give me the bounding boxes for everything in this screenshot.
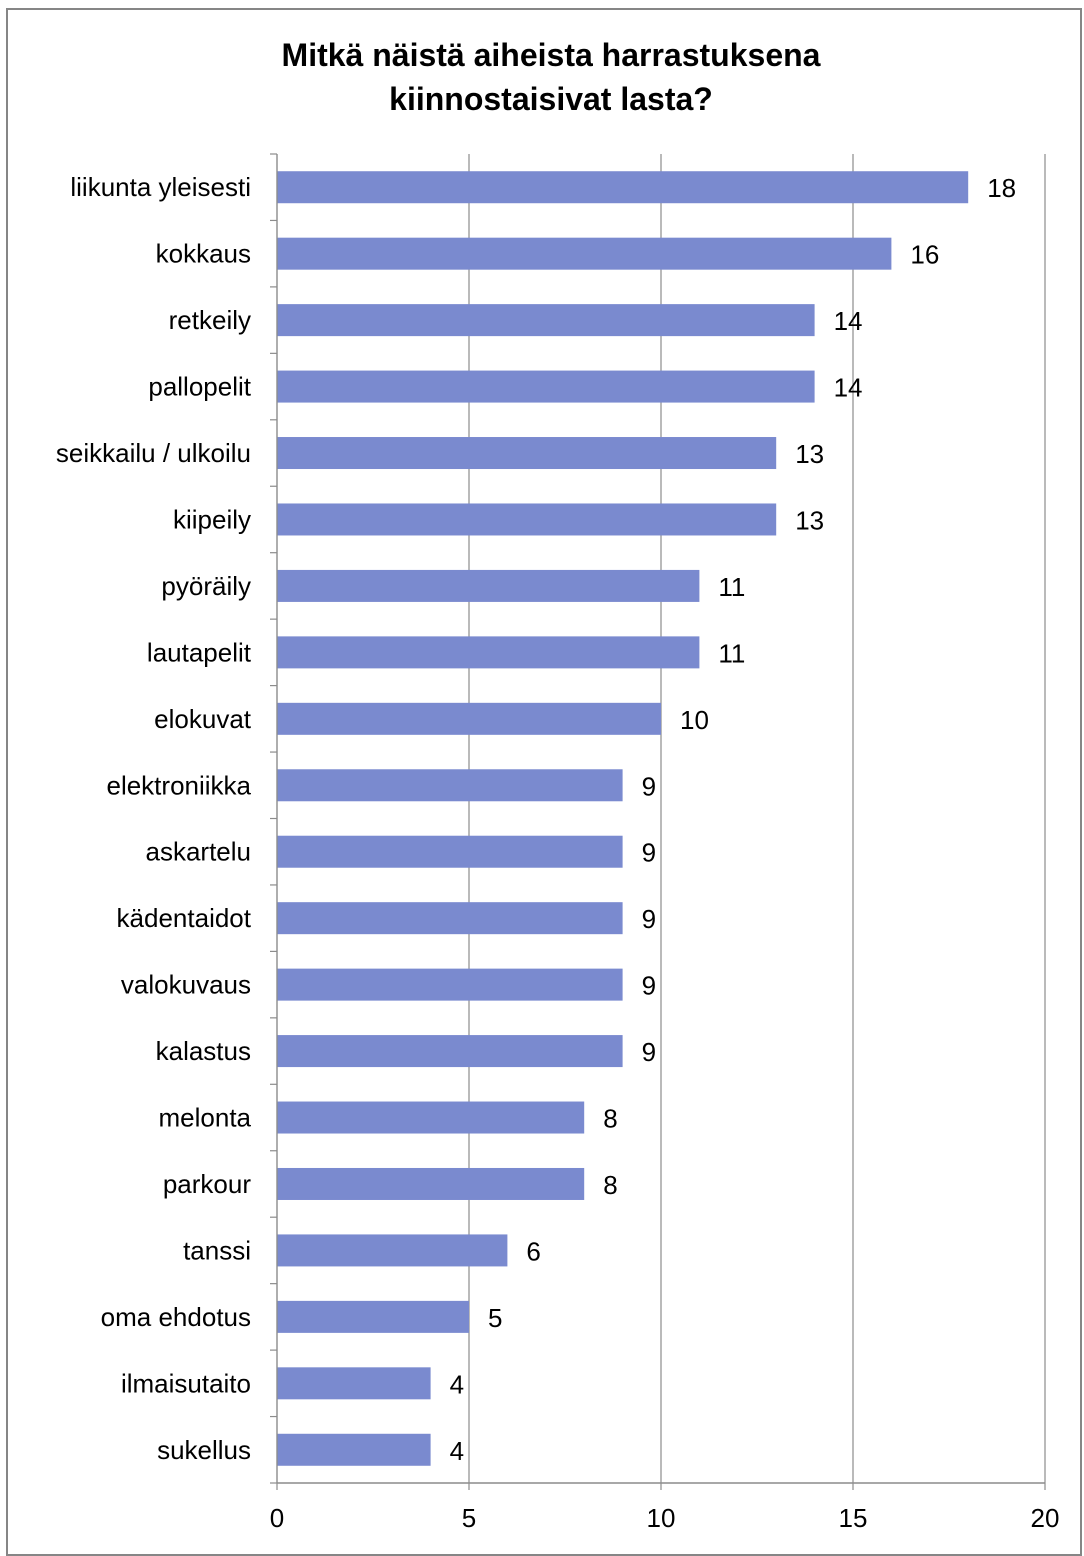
- category-label: sukellus: [157, 1435, 251, 1465]
- data-label: 9: [642, 1037, 656, 1067]
- data-label: 4: [450, 1369, 464, 1399]
- data-label: 11: [718, 572, 745, 602]
- category-label: liikunta yleisesti: [70, 172, 251, 202]
- data-label: 9: [642, 971, 656, 1001]
- data-label: 8: [603, 1170, 617, 1200]
- data-label: 14: [834, 306, 863, 336]
- category-label: kokkaus: [156, 239, 251, 269]
- category-label: pyöräily: [161, 571, 251, 601]
- category-label: kädentaidot: [117, 903, 252, 933]
- bar-16: [277, 1234, 508, 1267]
- chart-title-line-2: kiinnostaisivat lasta?: [389, 81, 713, 117]
- category-label: pallopelit: [148, 372, 251, 402]
- category-label: melonta: [159, 1103, 252, 1133]
- category-labels: liikunta yleisesti kokkaus retkeily pallope…: [56, 172, 252, 1465]
- x-tick-label: 10: [647, 1503, 676, 1533]
- category-label: retkeily: [169, 305, 251, 335]
- category-label: lautapelit: [147, 637, 252, 667]
- category-label: kalastus: [156, 1036, 251, 1066]
- bars: [277, 171, 969, 1466]
- x-tick-label: 15: [839, 1503, 868, 1533]
- data-label: 14: [834, 373, 863, 403]
- bar-4: [277, 437, 777, 470]
- axes: [270, 153, 1046, 1490]
- bar-7: [277, 636, 700, 669]
- category-label: seikkailu / ulkoilu: [56, 438, 251, 468]
- category-label: elektroniikka: [106, 770, 251, 800]
- category-label: parkour: [163, 1169, 251, 1199]
- bar-5: [277, 503, 777, 536]
- bar-14: [277, 1101, 585, 1134]
- bar-10: [277, 835, 623, 868]
- bar-1: [277, 237, 892, 270]
- data-label: 9: [642, 838, 656, 868]
- bar-11: [277, 902, 623, 935]
- x-tick-label: 5: [462, 1503, 476, 1533]
- data-label: 18: [987, 173, 1016, 203]
- data-label: 10: [680, 705, 709, 735]
- bar-12: [277, 968, 623, 1001]
- bar-3: [277, 370, 815, 403]
- x-tick-label: 20: [1031, 1503, 1060, 1533]
- x-tick-labels: 0 5 10 15 20: [270, 1503, 1060, 1533]
- data-label: 11: [718, 638, 745, 668]
- bar-2: [277, 304, 815, 337]
- data-label: 6: [526, 1236, 540, 1266]
- data-label: 5: [488, 1303, 502, 1333]
- category-label: kiipeily: [173, 504, 251, 534]
- bar-9: [277, 769, 623, 802]
- bar-0: [277, 171, 969, 204]
- data-label: 8: [603, 1104, 617, 1134]
- x-tick-label: 0: [270, 1503, 284, 1533]
- bar-8: [277, 702, 661, 735]
- data-label: 9: [642, 904, 656, 934]
- category-label: elokuvat: [154, 704, 252, 734]
- category-label: valokuvaus: [121, 970, 251, 1000]
- data-labels: 18 16 14 14 13 13 11 11 10 9 9 9 9 9 8 8 6 5 4 4: [450, 173, 1017, 1466]
- category-label: tanssi: [183, 1235, 251, 1265]
- category-label: oma ehdotus: [101, 1302, 251, 1332]
- data-label: 13: [795, 439, 824, 469]
- bar-17: [277, 1300, 469, 1333]
- bar-13: [277, 1035, 623, 1068]
- bar-6: [277, 569, 700, 602]
- bar-15: [277, 1167, 585, 1200]
- data-label: 9: [642, 771, 656, 801]
- bar-19: [277, 1433, 431, 1466]
- gridlines: [468, 154, 1046, 1483]
- data-label: 13: [795, 505, 824, 535]
- data-label: 4: [450, 1436, 464, 1466]
- category-label: askartelu: [146, 837, 252, 867]
- category-label: ilmaisutaito: [121, 1368, 251, 1398]
- bar-18: [277, 1367, 431, 1400]
- chart-title-line-1: Mitkä näistä aiheista harrastuksena: [282, 37, 821, 73]
- data-label: 16: [910, 240, 939, 270]
- chart-title: Mitkä näistä aiheista harrastuksena kiin…: [282, 37, 821, 117]
